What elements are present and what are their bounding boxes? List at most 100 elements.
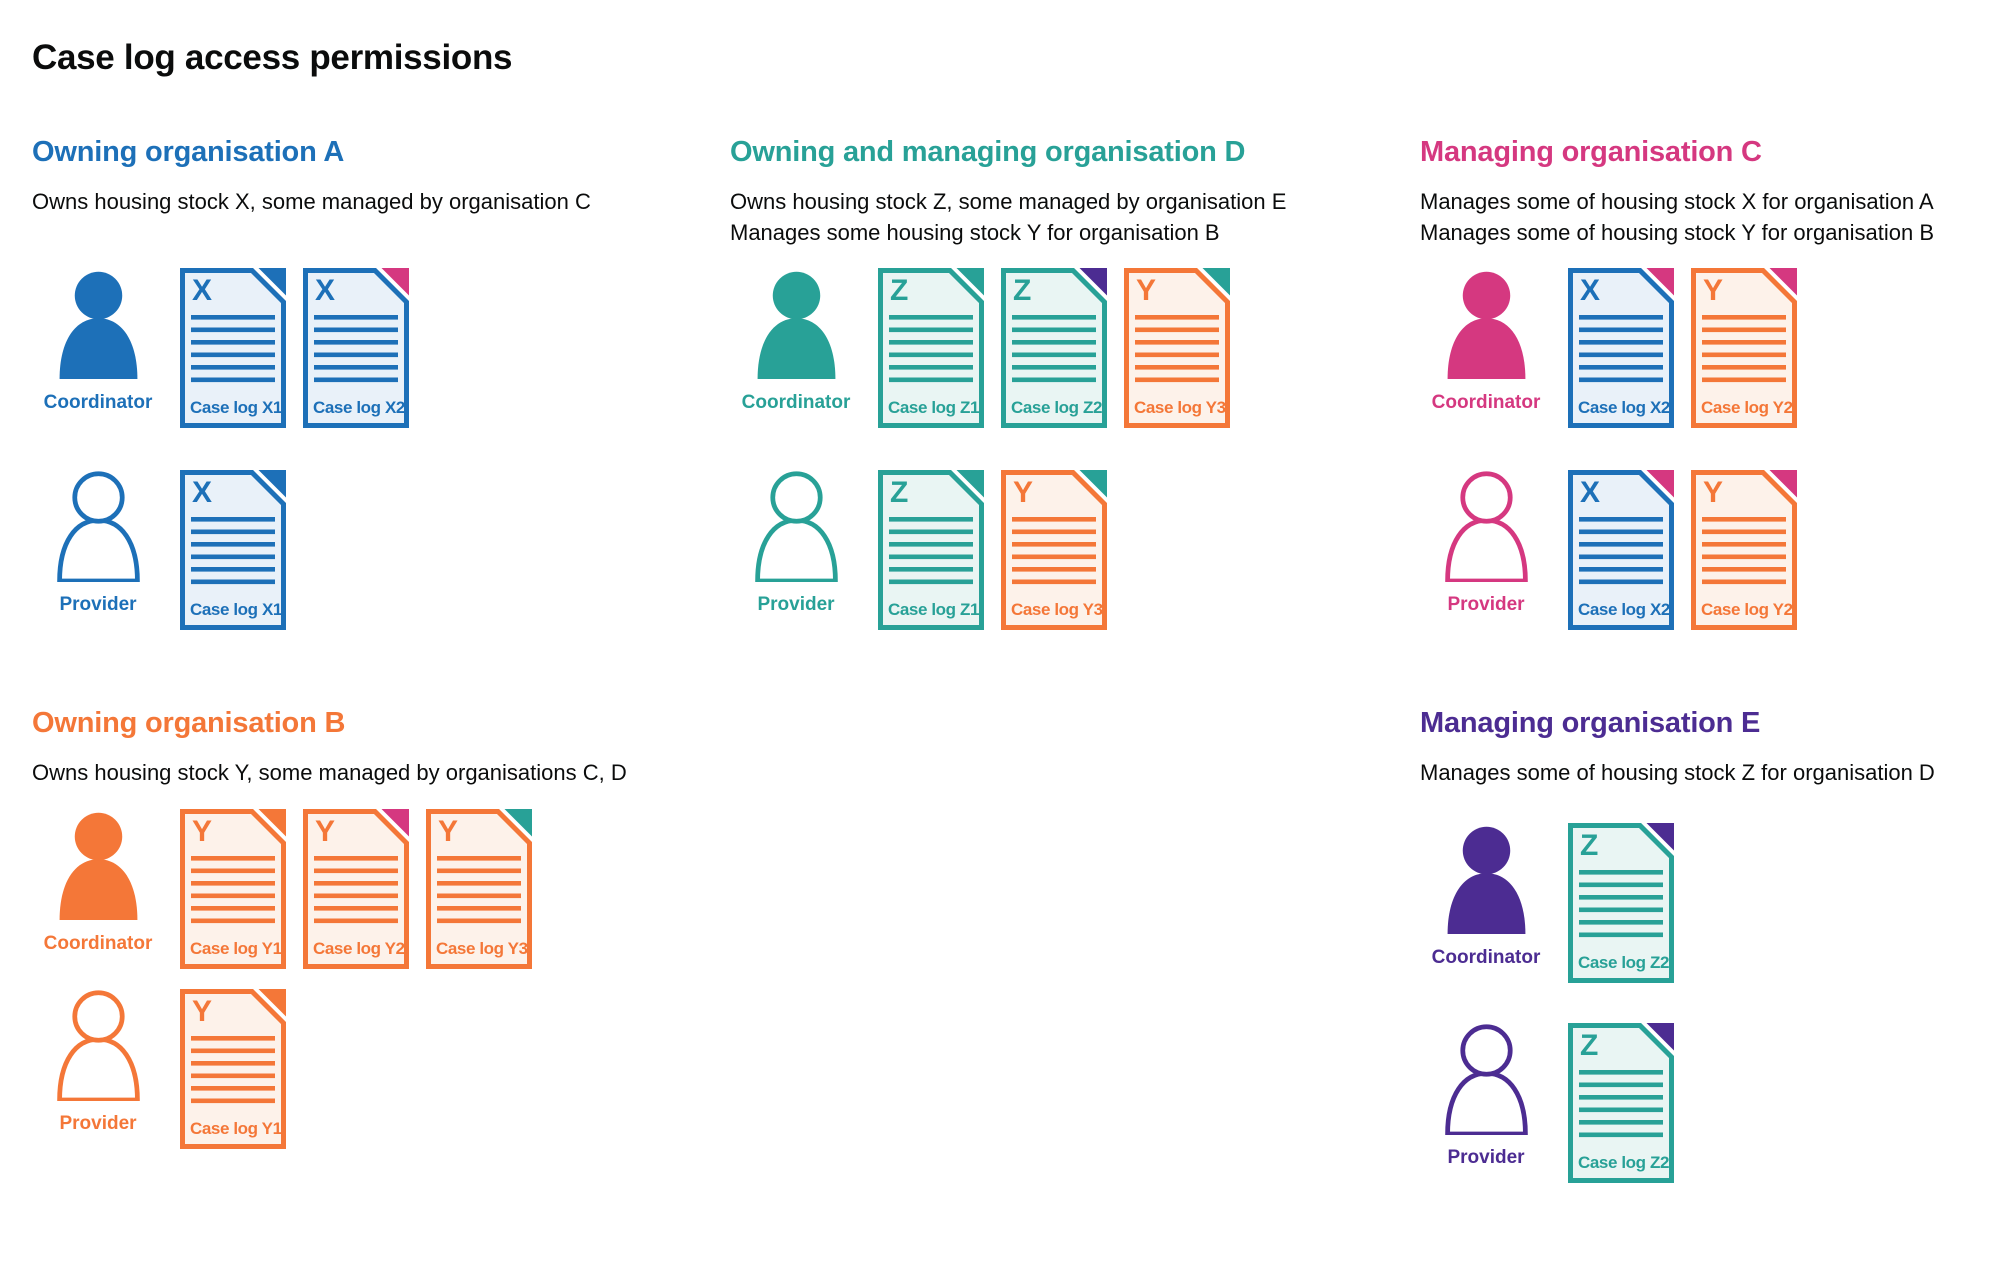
- document-text-lines: [1135, 315, 1219, 383]
- folded-corner-icon: [258, 268, 286, 296]
- document-page-icon: [1568, 823, 1674, 983]
- document-text-lines: [191, 517, 275, 585]
- document-page-icon: [1001, 470, 1107, 630]
- housing-stock-letter: Y: [1703, 274, 1724, 307]
- coordinator-row: Coordinator Z Case log Z1: [730, 268, 1247, 428]
- section-managing-organisation-c: Managing organisation C Manages some of …: [1420, 134, 2000, 630]
- housing-stock-letter: Z: [1580, 1029, 1599, 1062]
- folded-corner-icon: [1079, 268, 1107, 296]
- role-label: Coordinator: [1431, 392, 1541, 413]
- case-log-document-icon: X Case log X1: [180, 268, 286, 428]
- section-managing-organisation-e: Managing organisation E Manages some of …: [1420, 705, 2000, 1183]
- housing-stock-letter: Y: [192, 995, 213, 1028]
- housing-stock-letter: X: [1580, 476, 1601, 509]
- provider-row: Provider Y Case log Y1: [32, 989, 303, 1149]
- housing-stock-letter: X: [192, 476, 213, 509]
- case-log-label: Case log Y2: [1701, 398, 1793, 417]
- housing-stock-letter: Y: [192, 815, 213, 848]
- case-log-label: Case log Y3: [1134, 398, 1226, 417]
- person-block: Coordinator: [1420, 823, 1552, 969]
- document-page-icon: [1568, 268, 1674, 428]
- document-text-lines: [1702, 517, 1786, 585]
- housing-stock-letter: X: [192, 274, 213, 307]
- section-owning-organisation-b: Owning organisation B Owns housing stock…: [32, 705, 692, 1149]
- provider-row: Provider Z Case log Z2: [1420, 1023, 1691, 1183]
- case-log-document-icon: X Case log X2: [303, 268, 409, 428]
- page-title: Case log access permissions: [32, 38, 513, 77]
- case-log-document-icon: Z Case log Z1: [878, 268, 984, 428]
- folded-corner-icon: [504, 809, 532, 837]
- person-block: Provider: [1420, 470, 1552, 616]
- case-log-document-icon: X Case log X1: [180, 470, 286, 630]
- document-page-icon: [878, 268, 984, 428]
- housing-stock-letter: Z: [1580, 829, 1599, 862]
- section-description: Manages some housing stock Y for organis…: [730, 220, 1220, 245]
- document-page-icon: [1568, 470, 1674, 630]
- case-log-label: Case log X1: [190, 398, 282, 417]
- document-page-icon: [1001, 268, 1107, 428]
- folded-corner-icon: [258, 470, 286, 498]
- document-text-lines: [1579, 1070, 1663, 1138]
- folded-corner-icon: [1079, 470, 1107, 498]
- housing-stock-letter: Z: [890, 476, 909, 509]
- section-description: Owns housing stock Y, some managed by or…: [32, 760, 627, 785]
- provider-row: Provider X Case log X1: [32, 470, 303, 630]
- document-text-lines: [314, 315, 398, 383]
- document-page-icon: [426, 809, 532, 969]
- section-description: Owns housing stock Z, some managed by or…: [730, 189, 1287, 214]
- case-log-document-icon: X Case log X2: [1568, 470, 1674, 630]
- coordinator-row: Coordinator X Case log X2: [1420, 268, 1814, 428]
- coordinator-row: Coordinator Y Case log Y1: [32, 809, 549, 969]
- section-description: Owns housing stock X, some managed by or…: [32, 189, 591, 214]
- role-label: Provider: [1447, 1147, 1525, 1168]
- document-text-lines: [1579, 315, 1663, 383]
- person-block: Provider: [1420, 1023, 1552, 1169]
- coordinator-row: Coordinator X Case log X1: [32, 268, 426, 428]
- provider-row: Provider X Case log X2: [1420, 470, 1814, 630]
- coordinator-avatar-icon: [1447, 826, 1525, 935]
- document-page-icon: [180, 989, 286, 1149]
- provider-avatar-icon: [1444, 471, 1528, 582]
- section-heading: Owning organisation B: [32, 707, 346, 739]
- case-log-label: Case log Z1: [888, 600, 980, 619]
- document-page-icon: [1691, 470, 1797, 630]
- case-log-label: Case log X2: [313, 398, 405, 417]
- case-log-label: Case log Z2: [1011, 398, 1103, 417]
- case-log-label: Case log X2: [1578, 398, 1670, 417]
- folded-corner-icon: [956, 268, 984, 296]
- housing-stock-letter: Y: [438, 815, 459, 848]
- folded-corner-icon: [1769, 470, 1797, 498]
- case-log-document-icon: X Case log X2: [1568, 268, 1674, 428]
- document-text-lines: [191, 315, 275, 383]
- case-log-label: Case log Y3: [436, 939, 528, 958]
- folded-corner-icon: [258, 989, 286, 1017]
- provider-avatar-icon: [754, 471, 838, 582]
- case-log-label: Case log X1: [190, 600, 282, 619]
- document-page-icon: [878, 470, 984, 630]
- case-log-document-icon: Y Case log Y3: [426, 809, 532, 969]
- section-heading: Managing organisation E: [1420, 707, 1761, 739]
- coordinator-avatar-icon: [757, 271, 835, 380]
- case-log-label: Case log X2: [1578, 600, 1670, 619]
- section-description: Manages some of housing stock Y for orga…: [1420, 220, 1935, 245]
- case-log-label: Case log Y2: [1701, 600, 1793, 619]
- provider-avatar-icon: [56, 471, 140, 582]
- document-text-lines: [191, 856, 275, 924]
- role-label: Coordinator: [43, 933, 153, 954]
- case-log-document-icon: Y Case log Y3: [1124, 268, 1230, 428]
- case-log-document-icon: Z Case log Z2: [1001, 268, 1107, 428]
- document-text-lines: [1702, 315, 1786, 383]
- document-page-icon: [180, 268, 286, 428]
- case-log-document-icon: Z Case log Z2: [1568, 1023, 1674, 1183]
- document-text-lines: [889, 517, 973, 585]
- section-description: Manages some of housing stock Z for orga…: [1420, 760, 1935, 785]
- folded-corner-icon: [1646, 823, 1674, 851]
- case-log-label: Case log Z1: [888, 398, 980, 417]
- document-page-icon: [1124, 268, 1230, 428]
- document-text-lines: [889, 315, 973, 383]
- role-label: Provider: [59, 594, 137, 615]
- role-label: Coordinator: [741, 392, 851, 413]
- person-block: Coordinator: [32, 268, 164, 414]
- folded-corner-icon: [1646, 470, 1674, 498]
- role-label: Provider: [757, 594, 835, 615]
